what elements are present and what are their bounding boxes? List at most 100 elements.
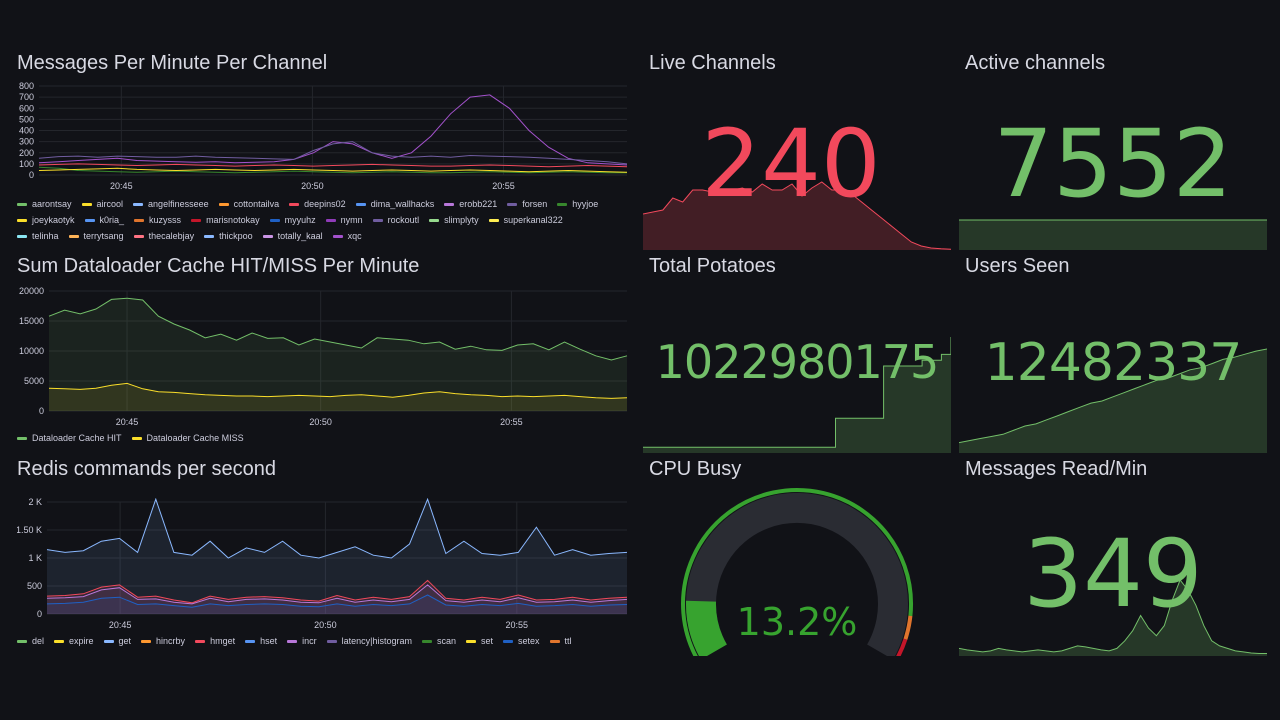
series-line[interactable] bbox=[38, 167, 628, 173]
legend-label: hyyjoe bbox=[572, 199, 599, 209]
y-tick-label: 100 bbox=[19, 159, 34, 169]
legend-label: cottontailva bbox=[233, 199, 280, 209]
legend-item[interactable]: nymn bbox=[325, 213, 363, 227]
legend-label: expire bbox=[69, 636, 94, 646]
panel-title[interactable]: CPU Busy bbox=[649, 458, 742, 480]
legend-item[interactable]: erobb221 bbox=[444, 197, 497, 211]
legend-label: xqc bbox=[347, 231, 362, 241]
legend-label: get bbox=[118, 636, 132, 646]
legend-item[interactable]: setex bbox=[503, 634, 540, 648]
live-channels-value: 240 bbox=[701, 110, 881, 219]
legend-label: hmget bbox=[210, 636, 236, 646]
x-tick-label: 20:50 bbox=[301, 181, 324, 191]
y-tick-label: 20000 bbox=[19, 287, 44, 296]
panel-title[interactable]: Messages Per Minute Per Channel bbox=[17, 52, 328, 74]
legend-swatch bbox=[134, 218, 145, 222]
legend-item[interactable]: kuzysss bbox=[134, 213, 181, 227]
legend-label: del bbox=[32, 636, 45, 646]
series-line[interactable] bbox=[46, 579, 628, 604]
legend-item[interactable]: slimplyty bbox=[429, 213, 479, 227]
legend-item[interactable]: incr bbox=[287, 634, 317, 648]
legend-item[interactable]: hincrby bbox=[141, 634, 185, 648]
legend-item[interactable]: hyyjoe bbox=[557, 197, 598, 211]
legend-item[interactable]: marisnotokay bbox=[191, 213, 260, 227]
series-area bbox=[47, 499, 627, 614]
legend-label: myyuhz bbox=[284, 215, 316, 225]
legend-label: telinha bbox=[32, 231, 59, 241]
sparkline-line bbox=[643, 181, 951, 250]
legend-item[interactable]: aircool bbox=[81, 197, 123, 211]
legend-item[interactable]: thecalebjay bbox=[133, 229, 194, 243]
legend-item[interactable]: deepins02 bbox=[289, 197, 346, 211]
panel-title[interactable]: Live Channels bbox=[649, 52, 776, 74]
legend-item[interactable]: myyuhz bbox=[269, 213, 316, 227]
legend-label: kuzysss bbox=[149, 215, 182, 225]
legend-item[interactable]: aarontsay bbox=[17, 197, 72, 211]
legend-label: setex bbox=[518, 636, 540, 646]
legend-item[interactable]: Dataloader Cache MISS bbox=[131, 431, 244, 445]
legend-item[interactable]: hset bbox=[245, 634, 277, 648]
legend-item[interactable]: ttl bbox=[549, 634, 572, 648]
legend-label: thickpoo bbox=[219, 231, 253, 241]
series-line[interactable] bbox=[46, 594, 628, 608]
legend-label: joeykaotyk bbox=[32, 215, 75, 225]
legend-label: k0ria_ bbox=[99, 215, 125, 225]
panel-title[interactable]: Active channels bbox=[965, 52, 1106, 74]
panel-title[interactable]: Redis commands per second bbox=[17, 458, 277, 480]
panel-title[interactable]: Messages Read/Min bbox=[965, 458, 1148, 480]
legend-item[interactable]: latency|histogram bbox=[326, 634, 412, 648]
sparkline-line bbox=[959, 579, 1267, 654]
legend-swatch bbox=[289, 202, 300, 206]
series-line[interactable] bbox=[38, 94, 628, 166]
legend-item[interactable]: joeykaotyk bbox=[17, 213, 75, 227]
series-line[interactable] bbox=[38, 141, 628, 165]
legend-item[interactable]: telinha bbox=[17, 229, 59, 243]
legend-swatch bbox=[218, 202, 229, 206]
legend-item[interactable]: k0ria_ bbox=[84, 213, 125, 227]
legend-swatch bbox=[325, 218, 336, 222]
series-line[interactable] bbox=[48, 382, 628, 399]
legend-item[interactable]: hmget bbox=[195, 634, 235, 648]
legend-swatch bbox=[204, 234, 215, 238]
legend-item[interactable]: angelfinesseee bbox=[133, 197, 209, 211]
legend-label: dima_wallhacks bbox=[370, 199, 435, 209]
y-tick-label: 200 bbox=[19, 148, 34, 158]
legend-swatch bbox=[68, 234, 79, 238]
legend-item[interactable]: expire bbox=[54, 634, 94, 648]
legend-item[interactable]: terrytsang bbox=[68, 229, 124, 243]
legend-swatch bbox=[488, 218, 499, 222]
legend-label: hincrby bbox=[156, 636, 186, 646]
legend-item[interactable]: Dataloader Cache HIT bbox=[17, 431, 122, 445]
panel-title[interactable]: Sum Dataloader Cache HIT/MISS Per Minute bbox=[17, 255, 420, 277]
redis-commands-chart[interactable]: 0 500 1 K 1.50 K 2 K 20:45 20:50 20:55 bbox=[17, 498, 629, 633]
legend-item[interactable]: set bbox=[466, 634, 493, 648]
legend-item[interactable]: thickpoo bbox=[204, 229, 253, 243]
series-line[interactable] bbox=[48, 297, 628, 361]
panel-title[interactable]: Total Potatoes bbox=[649, 255, 776, 277]
legend-label: superkanal322 bbox=[503, 215, 563, 225]
legend-item[interactable]: totally_kaal bbox=[262, 229, 323, 243]
legend-swatch bbox=[507, 202, 518, 206]
legend-item[interactable]: dima_wallhacks bbox=[355, 197, 435, 211]
dataloader-cache-chart[interactable]: 0 5000 10000 15000 20000 20:45 20:50 20:55 bbox=[17, 287, 629, 429]
legend-swatch bbox=[191, 218, 202, 222]
legend-label: Dataloader Cache MISS bbox=[146, 433, 244, 443]
legend-item[interactable]: scan bbox=[421, 634, 456, 648]
legend-swatch bbox=[549, 639, 560, 643]
legend-item[interactable]: get bbox=[103, 634, 132, 648]
panel-title[interactable]: Users Seen bbox=[965, 255, 1070, 277]
legend-item[interactable]: xqc bbox=[332, 229, 362, 243]
legend-item[interactable]: cottontailva bbox=[218, 197, 280, 211]
series-line[interactable] bbox=[46, 584, 628, 605]
legend-item[interactable]: rockoutl bbox=[372, 213, 420, 227]
legend-item[interactable]: del bbox=[17, 634, 44, 648]
legend-label: rockoutl bbox=[387, 215, 420, 225]
active-channels-sparkline bbox=[959, 219, 1267, 250]
series-area bbox=[47, 584, 627, 614]
series-line[interactable] bbox=[38, 163, 628, 168]
series-line[interactable] bbox=[38, 166, 627, 174]
legend-item[interactable]: forsen bbox=[507, 197, 547, 211]
legend-item[interactable]: superkanal322 bbox=[488, 213, 563, 227]
series-line[interactable] bbox=[46, 498, 628, 559]
